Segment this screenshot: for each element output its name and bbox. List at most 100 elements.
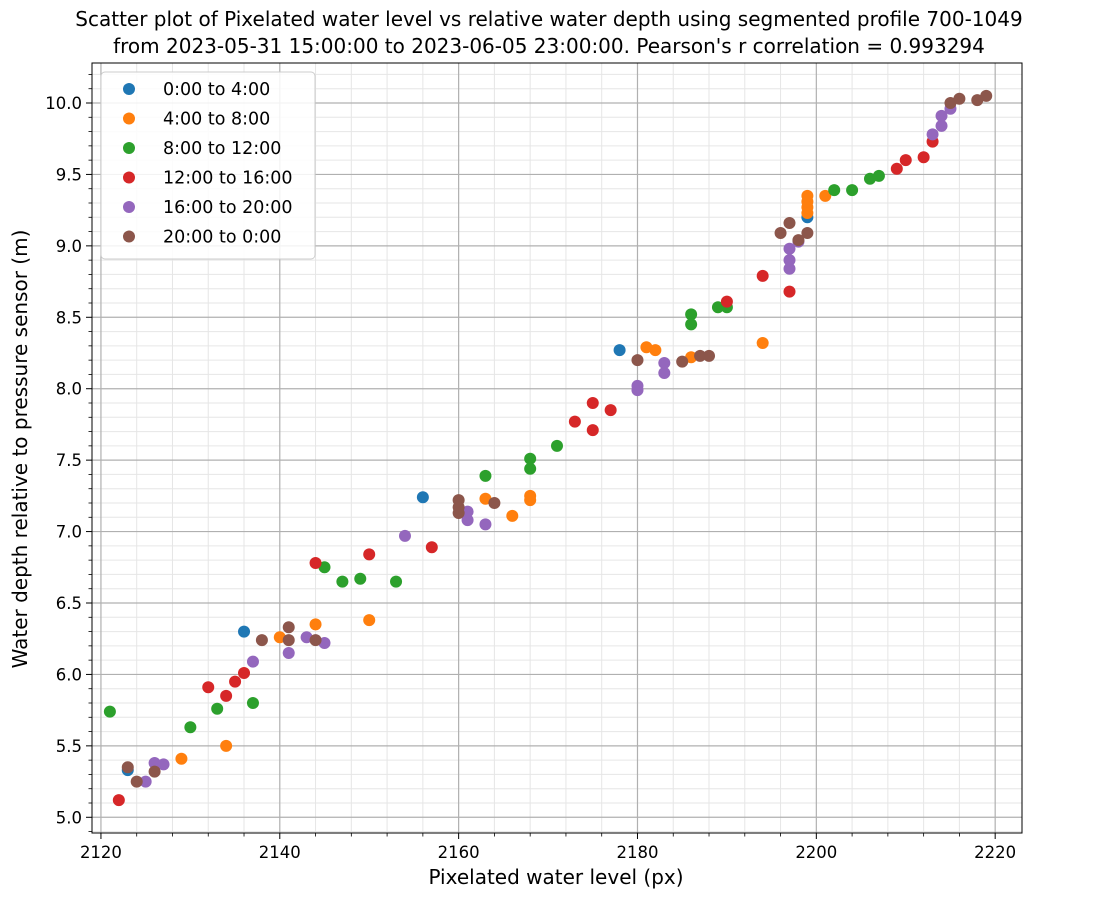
data-point <box>980 89 993 102</box>
data-point <box>282 647 295 659</box>
x-tick-label: 2140 <box>259 843 301 862</box>
y-axis-label: Water depth relative to pressure sensor … <box>8 230 32 669</box>
data-point <box>479 469 492 482</box>
data-point <box>220 689 233 702</box>
legend-marker <box>123 112 135 125</box>
data-point <box>685 318 698 331</box>
x-axis-label: Pixelated water level (px) <box>428 865 683 889</box>
legend-label: 12:00 to 16:00 <box>163 169 293 189</box>
legend-label: 0:00 to 4:00 <box>163 80 270 100</box>
data-point <box>238 667 251 679</box>
series-20-00-to-0-00 <box>121 89 993 788</box>
data-point <box>631 354 644 367</box>
data-point <box>121 761 134 774</box>
plot-frame <box>91 62 1023 834</box>
data-point <box>658 367 671 379</box>
data-point <box>148 765 161 778</box>
data-point <box>479 518 492 531</box>
data-point <box>363 614 376 627</box>
data-point <box>211 702 224 715</box>
data-point <box>103 705 116 718</box>
data-point <box>711 301 724 314</box>
data-point <box>506 509 519 522</box>
chart-title-line-2: from 2023-05-31 15:00:00 to 2023-06-05 2… <box>113 34 985 58</box>
y-tick-label: 5.0 <box>56 808 82 827</box>
data-point <box>783 285 796 298</box>
data-point <box>971 94 984 107</box>
data-point <box>801 227 814 239</box>
data-point <box>282 634 295 647</box>
data-point <box>568 415 581 428</box>
data-point <box>649 344 662 357</box>
data-point <box>524 462 537 475</box>
data-point <box>255 634 268 647</box>
x-tick-label: 2160 <box>438 843 480 862</box>
data-point <box>935 109 948 122</box>
data-point <box>309 557 322 569</box>
data-point <box>783 217 796 229</box>
data-point <box>783 262 796 275</box>
data-point <box>202 681 215 694</box>
data-point <box>586 424 599 437</box>
legend: 0:00 to 4:00 4:00 to 8:00 8:00 to 12:00 12:… <box>100 71 316 260</box>
y-tick-label: 8.5 <box>56 308 82 327</box>
data-point <box>130 775 143 788</box>
data-point <box>658 357 671 369</box>
data-point <box>703 349 716 362</box>
data-point <box>783 254 796 267</box>
data-point <box>899 154 912 167</box>
data-point <box>309 618 322 631</box>
legend-label: 8:00 to 12:00 <box>163 139 281 159</box>
data-point <box>685 308 698 321</box>
y-tick-label: 9.0 <box>56 237 82 256</box>
data-point <box>801 189 814 202</box>
legend-marker <box>123 142 135 154</box>
data-point <box>139 775 152 788</box>
legend-label: 4:00 to 8:00 <box>163 110 270 130</box>
x-tick-label: 2120 <box>80 843 122 862</box>
data-point <box>220 739 233 752</box>
data-point <box>112 794 125 807</box>
data-point <box>586 397 599 409</box>
series-4-00-to-8-00 <box>175 189 832 765</box>
chart-title-line-1: Scatter plot of Pixelated water level vs… <box>75 7 1022 31</box>
data-point <box>148 757 161 769</box>
data-point <box>631 379 644 392</box>
data-point <box>935 119 948 132</box>
data-point <box>819 189 832 202</box>
data-point <box>282 621 295 634</box>
chart-title: Scatter plot of Pixelated water level vs… <box>75 7 1022 58</box>
data-point <box>246 697 259 709</box>
x-tick-label: 2200 <box>795 843 837 862</box>
data-point <box>890 162 903 175</box>
data-point <box>792 234 805 247</box>
legend-label: 16:00 to 20:00 <box>163 198 293 218</box>
data-point <box>398 529 411 542</box>
data-point <box>318 561 331 574</box>
data-point <box>336 575 349 588</box>
data-point <box>524 489 537 502</box>
data-point <box>461 505 474 518</box>
y-tick-label: 7.5 <box>56 451 82 470</box>
data-point <box>926 128 939 141</box>
data-point <box>720 295 733 308</box>
data-point <box>354 572 367 585</box>
legend-item: 20:00 to 0:00 <box>123 228 281 248</box>
y-tick-label: 5.5 <box>56 737 82 756</box>
data-point <box>390 575 403 588</box>
legend-item: 8:00 to 12:00 <box>123 139 281 159</box>
data-point <box>756 337 769 349</box>
x-tick-label: 2220 <box>974 843 1016 862</box>
data-points <box>103 89 993 807</box>
data-point <box>756 269 769 282</box>
data-point <box>604 404 617 417</box>
data-point <box>238 625 251 638</box>
data-point <box>685 351 698 364</box>
data-point <box>872 169 885 182</box>
data-point <box>157 758 170 771</box>
legend-item: 0:00 to 4:00 <box>123 80 270 100</box>
legend-marker <box>123 201 135 213</box>
data-point <box>828 184 841 197</box>
data-point <box>846 184 859 197</box>
